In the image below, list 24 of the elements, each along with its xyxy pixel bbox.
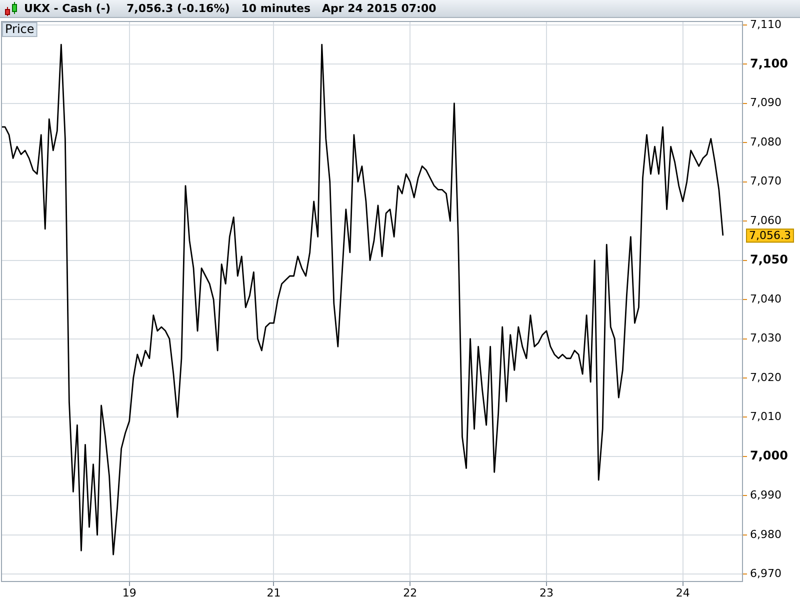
x-tick-label: 21 [266,586,281,600]
y-tick-label: 7,060 [750,214,782,227]
y-axis-title: Price [5,22,34,36]
y-tick-label: 7,040 [750,292,782,306]
chart-subtitle: 7,056.3 (-0.16%) 10 minutes Apr 24 2015 07:00 [126,2,436,15]
y-tick-label: 7,020 [750,370,782,384]
y-tick-label: 6,990 [750,488,782,502]
y-tick-label: 6,970 [750,567,782,580]
x-tick-label: 22 [403,586,418,600]
y-tick-label: 7,030 [750,332,782,345]
chart-title: UKX - Cash (-) [24,2,110,15]
y-tick-label: 6,980 [750,528,782,541]
y-tick-label: 7,000 [750,448,788,463]
y-tick-label: 7,110 [750,18,782,31]
text: 7,056.3 [749,228,791,242]
y-tick-label: 7,050 [750,252,788,266]
y-tick-label: 7,090 [750,96,782,110]
x-tick-label: 24 [676,586,690,600]
y-tick-label: 7,010 [750,410,782,424]
y-tick-label: 7,080 [750,135,782,148]
x-tick-label: 19 [122,586,136,600]
y-tick-label: 7,070 [750,174,782,188]
x-tick-label: 23 [539,586,554,600]
y-tick-label: 7,100 [750,56,788,70]
